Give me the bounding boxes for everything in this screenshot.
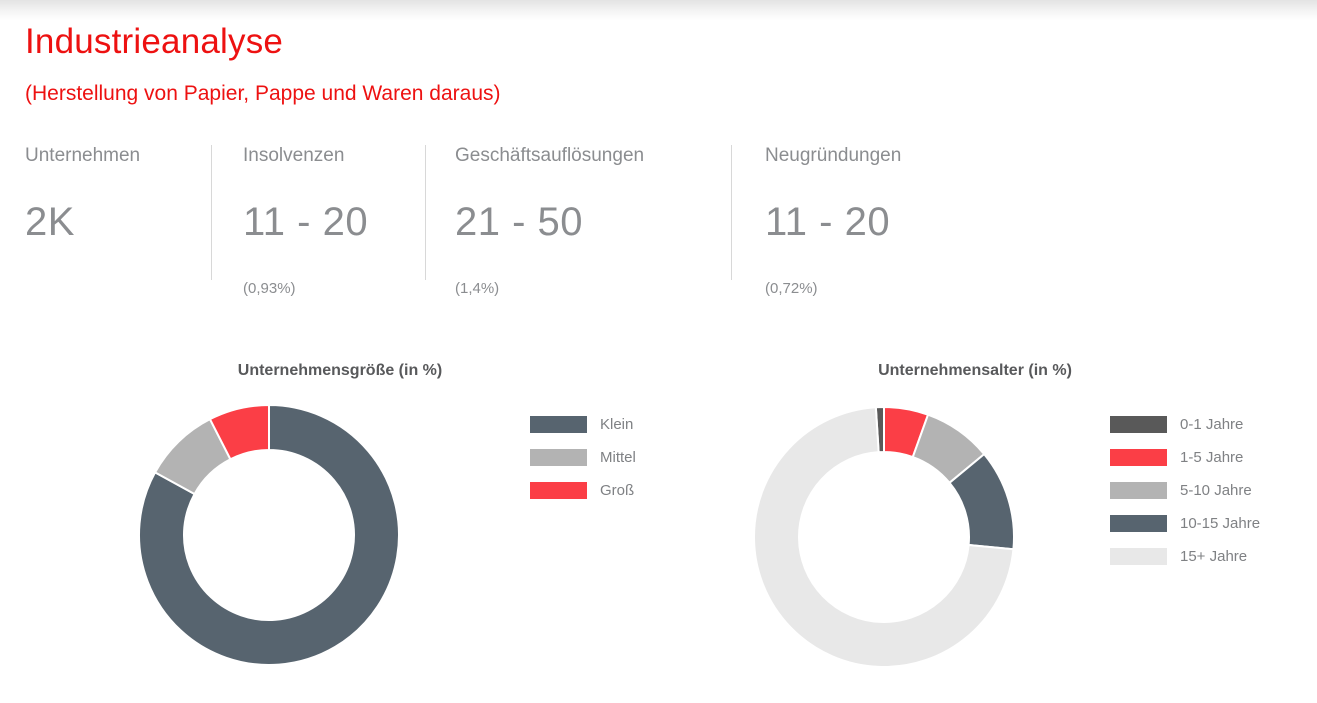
stat-label: Geschäftsauflösungen xyxy=(455,145,645,166)
legend-swatch xyxy=(1110,548,1167,565)
legend-item-mittel[interactable]: Mittel xyxy=(530,449,636,466)
legend-swatch xyxy=(530,482,587,499)
donut-slice-15+-jahre[interactable] xyxy=(753,406,1015,668)
stat-value: 11 - 20 xyxy=(765,200,891,244)
legend-item-gro-[interactable]: Groß xyxy=(530,482,636,499)
legend-item-5-10-jahre[interactable]: 5-10 Jahre xyxy=(1110,482,1260,499)
stat-insolvenzen: Insolvenzen 11 - 20 (0,93%) xyxy=(211,143,425,313)
stat-percent: (1,4%) xyxy=(455,280,500,297)
donut-chart xyxy=(753,405,1015,668)
legend-swatch xyxy=(530,416,587,433)
chart-unternehmensalter: Unternehmensalter (in %) 0-1 Jahre 1-5 Ja… xyxy=(670,355,1280,690)
legend-label: 10-15 Jahre xyxy=(1180,515,1261,532)
legend-swatch xyxy=(1110,515,1167,532)
donut-chart xyxy=(138,403,400,666)
stat-label: Insolvenzen xyxy=(243,145,345,166)
chart-unternehmensgroesse: Unternehmensgröße (in %) Klein Mittel Groß xyxy=(25,355,655,690)
chart-legend: Klein Mittel Groß xyxy=(530,416,636,515)
legend-label: Klein xyxy=(600,416,634,433)
top-gradient xyxy=(0,0,1317,20)
stat-label: Unternehmen xyxy=(25,145,141,166)
stat-label: Neugründungen xyxy=(765,145,902,166)
legend-item-klein[interactable]: Klein xyxy=(530,416,636,433)
vertical-divider xyxy=(425,145,426,280)
stat-geschaeftsaufloesungen: Geschäftsauflösungen 21 - 50 (1,4%) xyxy=(425,143,731,313)
chart-title: Unternehmensalter (in %) xyxy=(878,362,1072,379)
legend-item-1-5-jahre[interactable]: 1-5 Jahre xyxy=(1110,449,1260,466)
donut-slice-klein[interactable] xyxy=(138,403,400,666)
vertical-divider xyxy=(211,145,212,280)
page-subtitle: (Herstellung von Papier, Pappe und Waren… xyxy=(25,82,501,105)
stat-value: 2K xyxy=(25,200,75,244)
legend-label: 5-10 Jahre xyxy=(1180,482,1252,499)
legend-swatch xyxy=(1110,449,1167,466)
legend-item-10-15-jahre[interactable]: 10-15 Jahre xyxy=(1110,515,1260,532)
chart-title: Unternehmensgröße (in %) xyxy=(237,362,443,379)
stat-value: 11 - 20 xyxy=(243,200,369,244)
stat-percent: (0,93%) xyxy=(243,280,296,297)
legend-swatch xyxy=(1110,482,1167,499)
legend-swatch xyxy=(530,449,587,466)
stat-value: 21 - 50 xyxy=(455,200,584,244)
kpi-stats-row: Unternehmen 2K Insolvenzen 11 - 20 (0,93… xyxy=(25,143,1111,313)
legend-item-0-1-jahre[interactable]: 0-1 Jahre xyxy=(1110,416,1260,433)
stat-neugruendungen: Neugründungen 11 - 20 (0,72%) xyxy=(731,143,1111,313)
page-title: Industrieanalyse xyxy=(25,22,284,61)
donut-slice-gro-[interactable] xyxy=(208,403,270,461)
legend-label: 1-5 Jahre xyxy=(1180,449,1244,466)
legend-label: Mittel xyxy=(600,449,636,466)
stat-percent: (0,72%) xyxy=(765,280,818,297)
legend-label: Groß xyxy=(600,482,635,499)
legend-label: 0-1 Jahre xyxy=(1180,416,1244,433)
legend-swatch xyxy=(1110,416,1167,433)
chart-legend: 0-1 Jahre 1-5 Jahre 5-10 Jahre 10-15 Jahre 1… xyxy=(1110,416,1260,581)
legend-label: 15+ Jahre xyxy=(1180,548,1248,565)
vertical-divider xyxy=(731,145,732,280)
legend-item-15+-jahre[interactable]: 15+ Jahre xyxy=(1110,548,1260,565)
stat-unternehmen: Unternehmen 2K xyxy=(25,143,211,313)
